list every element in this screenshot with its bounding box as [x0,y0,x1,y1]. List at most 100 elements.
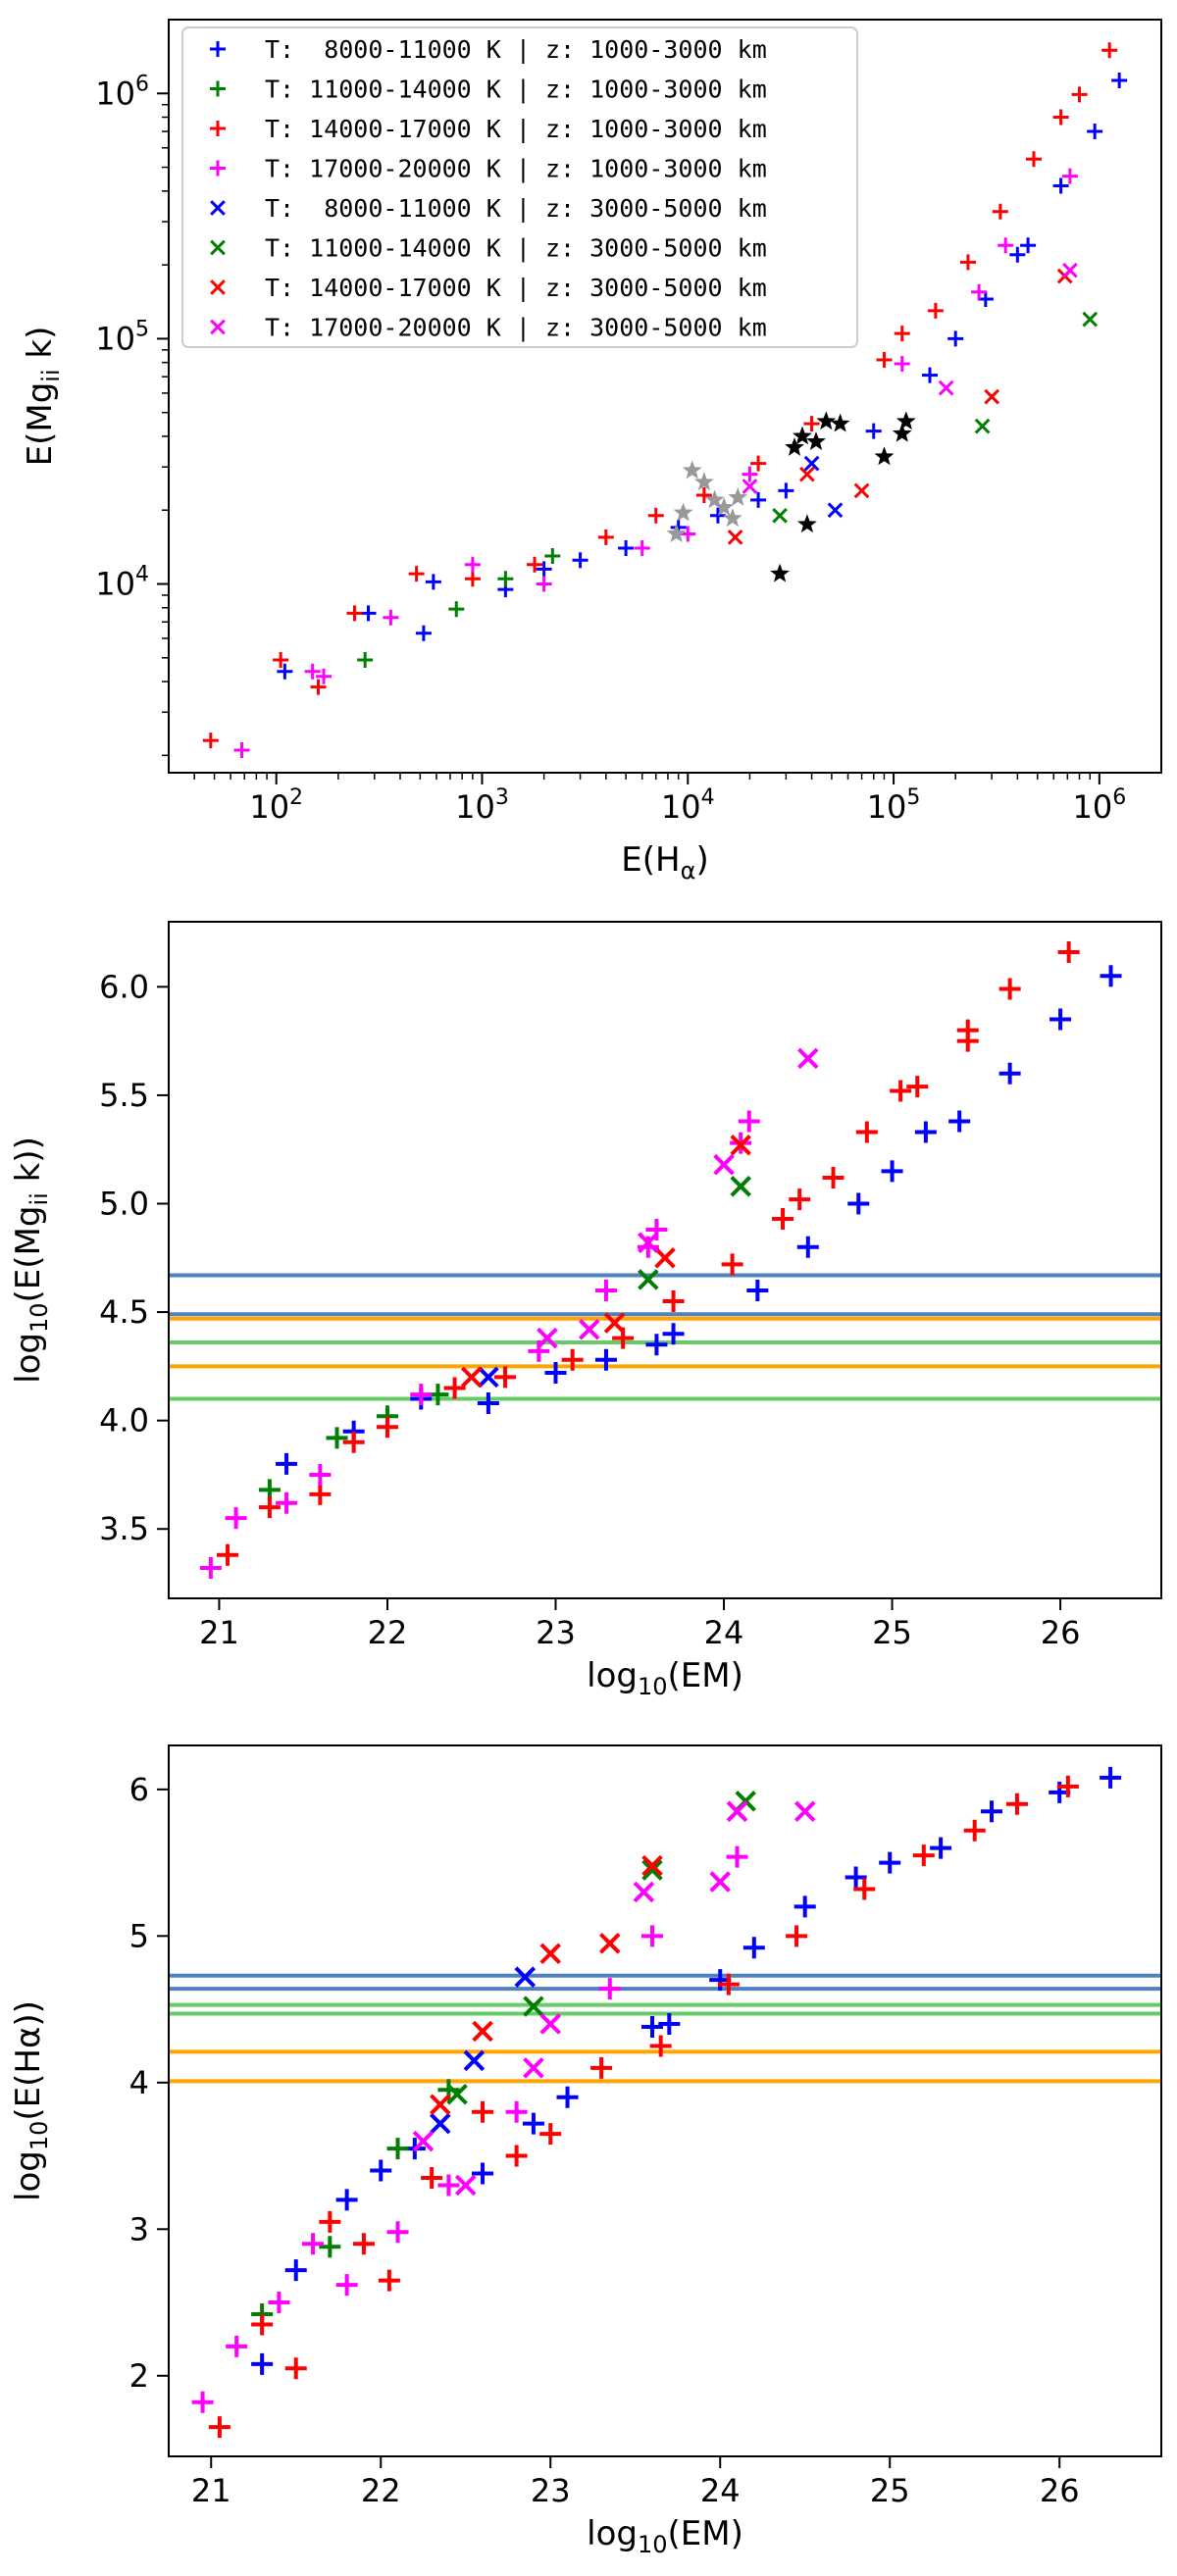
data-point [742,479,758,494]
x-tick-label: 22 [368,1614,408,1651]
data-point [1009,246,1026,263]
data-point [472,2100,494,2123]
x-axis-label: log10(EM) [587,2514,743,2558]
data-point [309,1483,332,1505]
data-point [556,2086,579,2108]
data-point [992,203,1008,220]
legend-marker [210,41,226,57]
x-tick-label: 26 [1040,2472,1080,2509]
data-point [874,446,895,466]
data-point [527,556,543,573]
data-point [806,431,826,450]
legend-marker [210,279,226,295]
data-point [930,1837,952,1859]
data-point [464,556,481,573]
y-tick-label: 105 [95,317,149,357]
data-point [599,1933,621,1954]
data-point [594,1279,617,1301]
data-point [539,2013,561,2035]
data-point [803,416,820,432]
data-point [590,2056,613,2079]
data-point [959,254,976,271]
data-point [537,1327,558,1349]
data-point [463,2049,486,2072]
data-point [778,482,794,499]
legend-marker [210,200,226,216]
y-axis-label: E(Mgii k) [21,327,65,467]
data-point [597,529,614,545]
x-tick-label: 104 [661,785,715,826]
data-point [649,2035,672,2057]
data-point [799,466,815,482]
data-point [1087,124,1103,140]
x-tick-label: 106 [1072,785,1126,826]
x-tick-label: 105 [867,785,921,826]
data-point [906,1076,929,1098]
data-point [938,379,954,396]
series-blue-plus [277,73,1128,680]
data-point [876,351,893,368]
data-point [853,1878,876,1900]
data-point [796,514,817,533]
data-point [276,1452,298,1475]
data-point [425,574,441,590]
series-blue-x [803,455,844,519]
plot-frame [168,19,1162,774]
data-point [1020,237,1037,254]
y-tick-label: 4 [129,2064,149,2101]
data-point [226,2335,248,2357]
data-point [796,1236,819,1258]
legend-label: T: 17000-20000 K | z: 3000-5000 km [265,314,767,342]
data-point [847,1192,870,1215]
data-point [894,356,910,373]
data-point [1100,965,1122,987]
data-point [304,663,321,680]
data-point [370,2159,392,2182]
series-magenta-x [537,1047,819,1349]
y-tick-label: 5 [129,1917,149,1954]
y-tick-label: 6.0 [99,968,149,1005]
legend-marker [210,239,226,256]
series-magenta-x [742,262,1078,494]
series-green-x [446,1791,756,2105]
data-point [561,1348,584,1371]
data-point [881,1160,903,1183]
y-tick-label: 6 [129,1771,149,1808]
data-point [722,508,742,528]
data-point [386,2138,409,2160]
data-point [1111,73,1128,89]
data-point [974,418,991,434]
data-point [505,2145,528,2167]
data-point [217,1543,239,1566]
data-point [638,1232,659,1254]
data-point [446,2084,468,2105]
data-point [638,1269,659,1290]
data-point [721,1253,743,1276]
data-point [316,668,333,684]
data-point [785,436,804,456]
data-point [386,2221,409,2244]
data-point [803,455,820,472]
series-red-plus [208,1775,1079,2439]
data-point [830,413,850,432]
data-point [539,1943,561,1965]
data-point [879,1851,901,1874]
data-point [494,1366,517,1389]
data-point [666,524,687,542]
data-point [191,2391,214,2413]
data-point [786,1925,808,1947]
data-point [410,1384,433,1406]
data-point [637,1236,659,1258]
data-point [822,1166,844,1188]
data-point [894,326,910,342]
data-point [284,2357,307,2380]
data-point [544,548,561,565]
legend-label: T: 11000-14000 K | z: 1000-3000 km [265,76,767,104]
data-point [335,2189,358,2211]
data-point [523,1995,544,2017]
data-point [963,1819,986,1842]
data-point [1101,42,1118,59]
data-point [662,1290,685,1313]
data-point [598,1978,621,2000]
